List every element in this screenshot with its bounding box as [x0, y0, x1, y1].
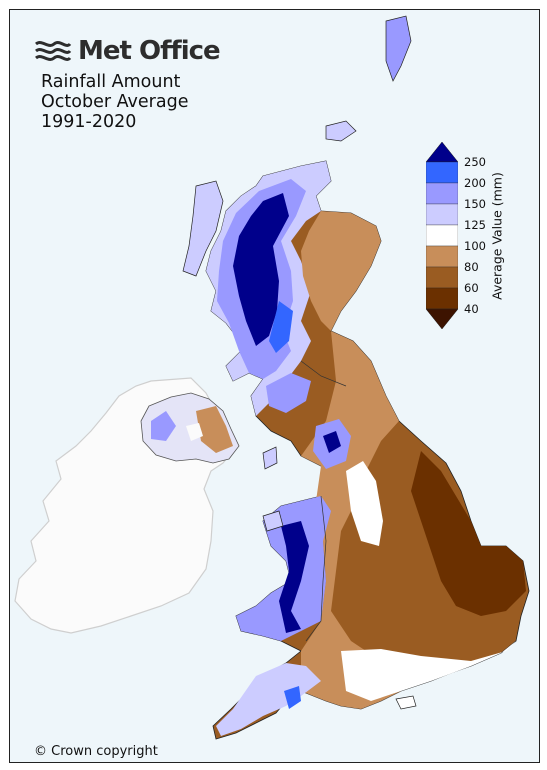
lake-district-core — [323, 431, 341, 453]
colorbar-bin-over — [426, 142, 458, 163]
isle-of-wight — [395, 695, 417, 710]
colorbar-tick-label: 40 — [464, 302, 479, 316]
colorbar-tick-label: 80 — [464, 260, 479, 274]
colorbar-bin-200-250 — [426, 161, 458, 184]
southwest-wet — [216, 663, 321, 736]
colorbar-tick-label: 100 — [464, 239, 486, 253]
isle-of-man — [262, 446, 278, 470]
southern-uplands-wet — [266, 373, 311, 413]
brand-name: Met Office — [78, 36, 221, 66]
title-line-1: Rainfall Amount — [41, 72, 181, 92]
copyright-notice: © Crown copyright — [34, 744, 158, 759]
ni-wet-patch — [151, 411, 176, 441]
western-isles — [182, 180, 224, 277]
map-title: Rainfall Amount October Average 1991-202… — [41, 72, 188, 132]
scotland-highlands-blue — [269, 301, 293, 353]
south-coast-white — [341, 641, 516, 701]
colorbar-bin-under — [426, 308, 458, 330]
colorbar-bin-150-200 — [426, 182, 458, 205]
colorbar-tick-label: 150 — [464, 197, 486, 211]
colorbar-bin-125-150 — [426, 203, 458, 226]
rainfall-map — [14, 15, 530, 740]
colorbar-bin-60-80 — [426, 266, 458, 289]
title-line-2: October Average — [41, 92, 189, 112]
scotland-england-border — [300, 360, 347, 387]
colorbar-tick-label: 125 — [464, 218, 486, 232]
colorbar-bin-100-125 — [426, 224, 458, 247]
pennines-wet — [346, 461, 383, 546]
met-office-logo: Met Office — [34, 36, 221, 66]
colorbar-label: Average Value (mm) — [489, 172, 505, 300]
map-frame: Met Office Rainfall Amount October Avera… — [9, 9, 540, 763]
anglesey — [262, 510, 284, 532]
england-wales-border — [305, 495, 327, 642]
colorbar-tick-label: 60 — [464, 281, 479, 295]
east-england-dry — [411, 451, 526, 616]
ni-dry-patch — [196, 406, 233, 453]
scotland-extreme-wet-zone — [233, 193, 289, 346]
colorbar-tick-label: 250 — [464, 155, 486, 169]
wales-core-wet — [279, 521, 309, 633]
shetland — [385, 15, 412, 82]
colorbar-bin-80-100 — [426, 245, 458, 268]
scotland-east-dry — [301, 211, 381, 331]
wales-wet-zone — [236, 496, 331, 641]
colorbar-bin-40-60 — [426, 287, 458, 310]
dartmoor-wet — [284, 686, 301, 709]
colorbar-tick-label: 200 — [464, 176, 486, 190]
colorbar — [426, 142, 458, 330]
orkney — [325, 120, 357, 142]
ni-lough-neagh — [186, 423, 203, 441]
title-line-3: 1991-2020 — [41, 112, 137, 132]
met-office-wave-logo-icon — [35, 41, 72, 61]
